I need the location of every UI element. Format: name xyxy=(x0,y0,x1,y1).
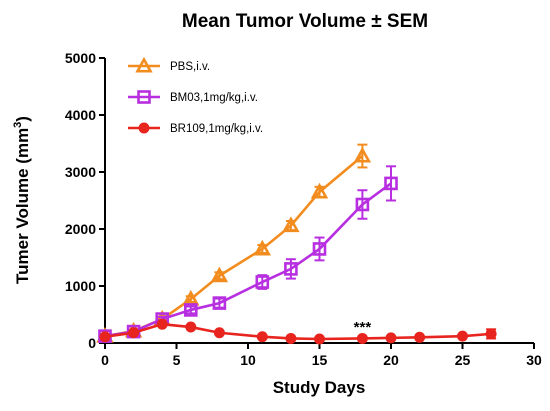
x-tick-label: 30 xyxy=(526,352,542,368)
legend-marker xyxy=(137,90,151,104)
y-ticks: 0 1000 2000 3000 4000 5000 xyxy=(65,50,105,351)
y-tick-label: 0 xyxy=(88,335,96,351)
y-axis-label-end: ) xyxy=(13,116,32,122)
data-point xyxy=(310,182,329,199)
data-point xyxy=(353,146,372,163)
legend: PBS,i.v. BM03,1mg/kg,i.v. BR109,1mg/kg,i.v… xyxy=(128,56,263,135)
legend-marker xyxy=(135,56,153,73)
data-point xyxy=(385,332,397,344)
data-point xyxy=(384,176,398,191)
legend-label: BM03,1mg/kg,i.v. xyxy=(170,92,258,104)
x-tick-label: 5 xyxy=(173,352,181,368)
data-point xyxy=(256,331,268,343)
legend-marker xyxy=(138,122,150,134)
y-axis-label: Tumer Volume (mm3) xyxy=(12,116,32,284)
y-axis-label-superscript: 3 xyxy=(12,122,24,128)
series-line xyxy=(104,182,392,338)
x-tick-label: 15 xyxy=(312,352,328,368)
legend-item: PBS,i.v. xyxy=(128,56,210,73)
data-point xyxy=(213,327,225,339)
y-axis-label-main: Tumer Volume (mm xyxy=(13,128,32,284)
data-point xyxy=(185,321,197,333)
data-point xyxy=(212,296,227,310)
data-point xyxy=(184,303,198,317)
series-layer xyxy=(96,143,497,345)
data-point xyxy=(285,332,297,344)
x-tick-label: 20 xyxy=(383,352,399,368)
x-ticks: 0 5 10 15 20 25 30 xyxy=(101,343,542,368)
y-tick-label: 3000 xyxy=(65,164,96,180)
data-point xyxy=(255,275,270,289)
data-point xyxy=(282,216,300,233)
data-point xyxy=(284,262,298,276)
data-point xyxy=(312,242,327,256)
x-tick-label: 0 xyxy=(101,352,109,368)
legend-item: BR109,1mg/kg,i.v. xyxy=(128,122,263,135)
data-point xyxy=(485,328,497,340)
data-point xyxy=(314,333,325,345)
legend-label: PBS,i.v. xyxy=(170,61,210,73)
data-point xyxy=(355,197,370,212)
y-tick-label: 5000 xyxy=(65,50,96,66)
data-point xyxy=(210,266,229,283)
legend-item: BM03,1mg/kg,i.v. xyxy=(128,90,258,104)
y-tick-label: 1000 xyxy=(65,278,96,294)
series-1 xyxy=(96,143,372,343)
data-point xyxy=(356,332,368,344)
data-point xyxy=(128,327,140,339)
y-tick-label: 2000 xyxy=(65,221,96,237)
legend-label: BR109,1mg/kg,i.v. xyxy=(170,123,263,135)
series-2 xyxy=(98,165,398,343)
data-point xyxy=(99,331,111,343)
x-tick-label: 25 xyxy=(455,352,471,368)
data-point xyxy=(156,318,168,330)
y-tick-label: 4000 xyxy=(65,107,96,123)
data-point xyxy=(414,331,426,343)
series-3 xyxy=(99,318,497,345)
data-point xyxy=(457,330,468,342)
data-point xyxy=(253,239,272,256)
chart-title: Mean Tumor Volume ± SEM xyxy=(182,11,428,32)
x-axis-label: Study Days xyxy=(273,378,366,397)
significance-annotation: *** xyxy=(354,319,372,336)
x-tick-label: 10 xyxy=(240,352,256,368)
